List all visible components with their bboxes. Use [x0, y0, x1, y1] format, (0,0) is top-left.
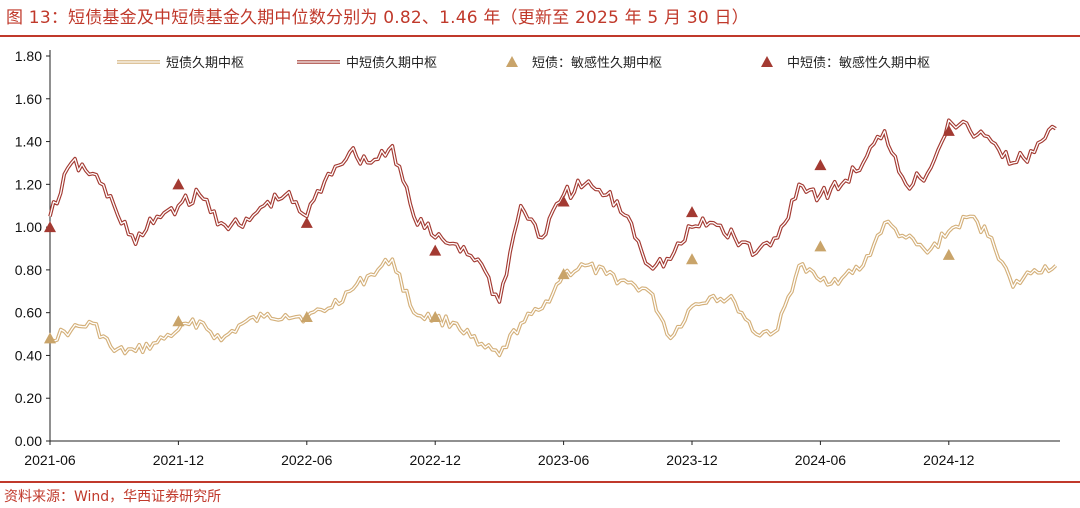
- series-marker-0-point: [686, 253, 698, 265]
- top-divider: [0, 35, 1080, 37]
- bottom-divider: [0, 481, 1080, 483]
- series-line-0-inner: [49, 215, 1057, 357]
- x-tick-label: 2022-12: [410, 452, 462, 468]
- chart-series-markers: [44, 124, 955, 344]
- series-marker-1-point: [172, 178, 185, 190]
- series-marker-1-point: [44, 221, 56, 233]
- y-tick-label: 1.40: [15, 134, 42, 150]
- page-title: 图 13：短债基金及中短债基金久期中位数分别为 0.82、1.46 年（更新至 …: [6, 8, 749, 28]
- y-tick-label: 0.60: [15, 305, 42, 321]
- series-marker-0-point: [814, 240, 827, 252]
- legend-entry-label: 短债：敏感性久期中枢: [532, 55, 662, 71]
- legend-entry-label: 中短债久期中枢: [346, 56, 437, 71]
- y-tick-label: 1.60: [15, 91, 42, 107]
- legend-swatch-triangle: [761, 56, 773, 67]
- x-tick-label: 2024-12: [923, 452, 975, 468]
- series-marker-0-point: [300, 310, 313, 322]
- series-marker-1-point: [300, 216, 313, 228]
- x-tick-label: 2023-06: [538, 452, 590, 468]
- y-tick-label: 0.00: [15, 433, 42, 449]
- x-tick-label: 2022-06: [281, 452, 333, 468]
- series-marker-0-point: [942, 248, 955, 260]
- series-marker-1-point: [942, 124, 955, 136]
- chart-series-lines: [48, 118, 1058, 358]
- y-tick-label: 1.80: [15, 48, 42, 64]
- legend-swatch-triangle: [506, 56, 518, 67]
- series-marker-0-point: [429, 310, 442, 322]
- y-tick-label: 0.40: [15, 347, 42, 363]
- series-marker-0-point: [557, 268, 570, 280]
- chart-legend: 短债久期中枢 中短债久期中枢 短债：敏感性久期中枢 中短债：敏感性久期中枢: [117, 55, 930, 71]
- legend-entry-label: 中短债：敏感性久期中枢: [787, 55, 930, 71]
- legend-entry-label: 短债久期中枢: [166, 56, 244, 71]
- series-marker-1-point: [686, 206, 698, 218]
- series-marker-1-point: [429, 244, 442, 256]
- y-tick-label: 0.20: [15, 390, 42, 406]
- chart-axes: 0.00 0.20 0.40 0.60 0.80 1.00 1.20 1.40 1.60 1.80…: [15, 48, 1060, 468]
- duration-line-chart: 0.00 0.20 0.40 0.60 0.80 1.00 1.20 1.40 1.60 1.80…: [15, 48, 1060, 468]
- y-tick-label: 1.00: [15, 219, 42, 235]
- series-line-1-inner: [49, 119, 1057, 303]
- y-tick-label: 0.80: [15, 262, 42, 278]
- y-tick-label: 1.20: [15, 176, 42, 192]
- x-tick-label: 2024-06: [795, 452, 847, 468]
- x-tick-label: 2023-12: [666, 452, 718, 468]
- x-tick-label: 2021-12: [153, 452, 205, 468]
- series-marker-1-point: [557, 195, 570, 207]
- series-marker-1-point: [814, 159, 827, 171]
- x-tick-label: 2021-06: [24, 452, 76, 468]
- source-note: 资料来源：Wind，华西证券研究所: [4, 489, 222, 505]
- series-marker-0-point: [44, 332, 56, 344]
- series-marker-0-point: [172, 315, 185, 327]
